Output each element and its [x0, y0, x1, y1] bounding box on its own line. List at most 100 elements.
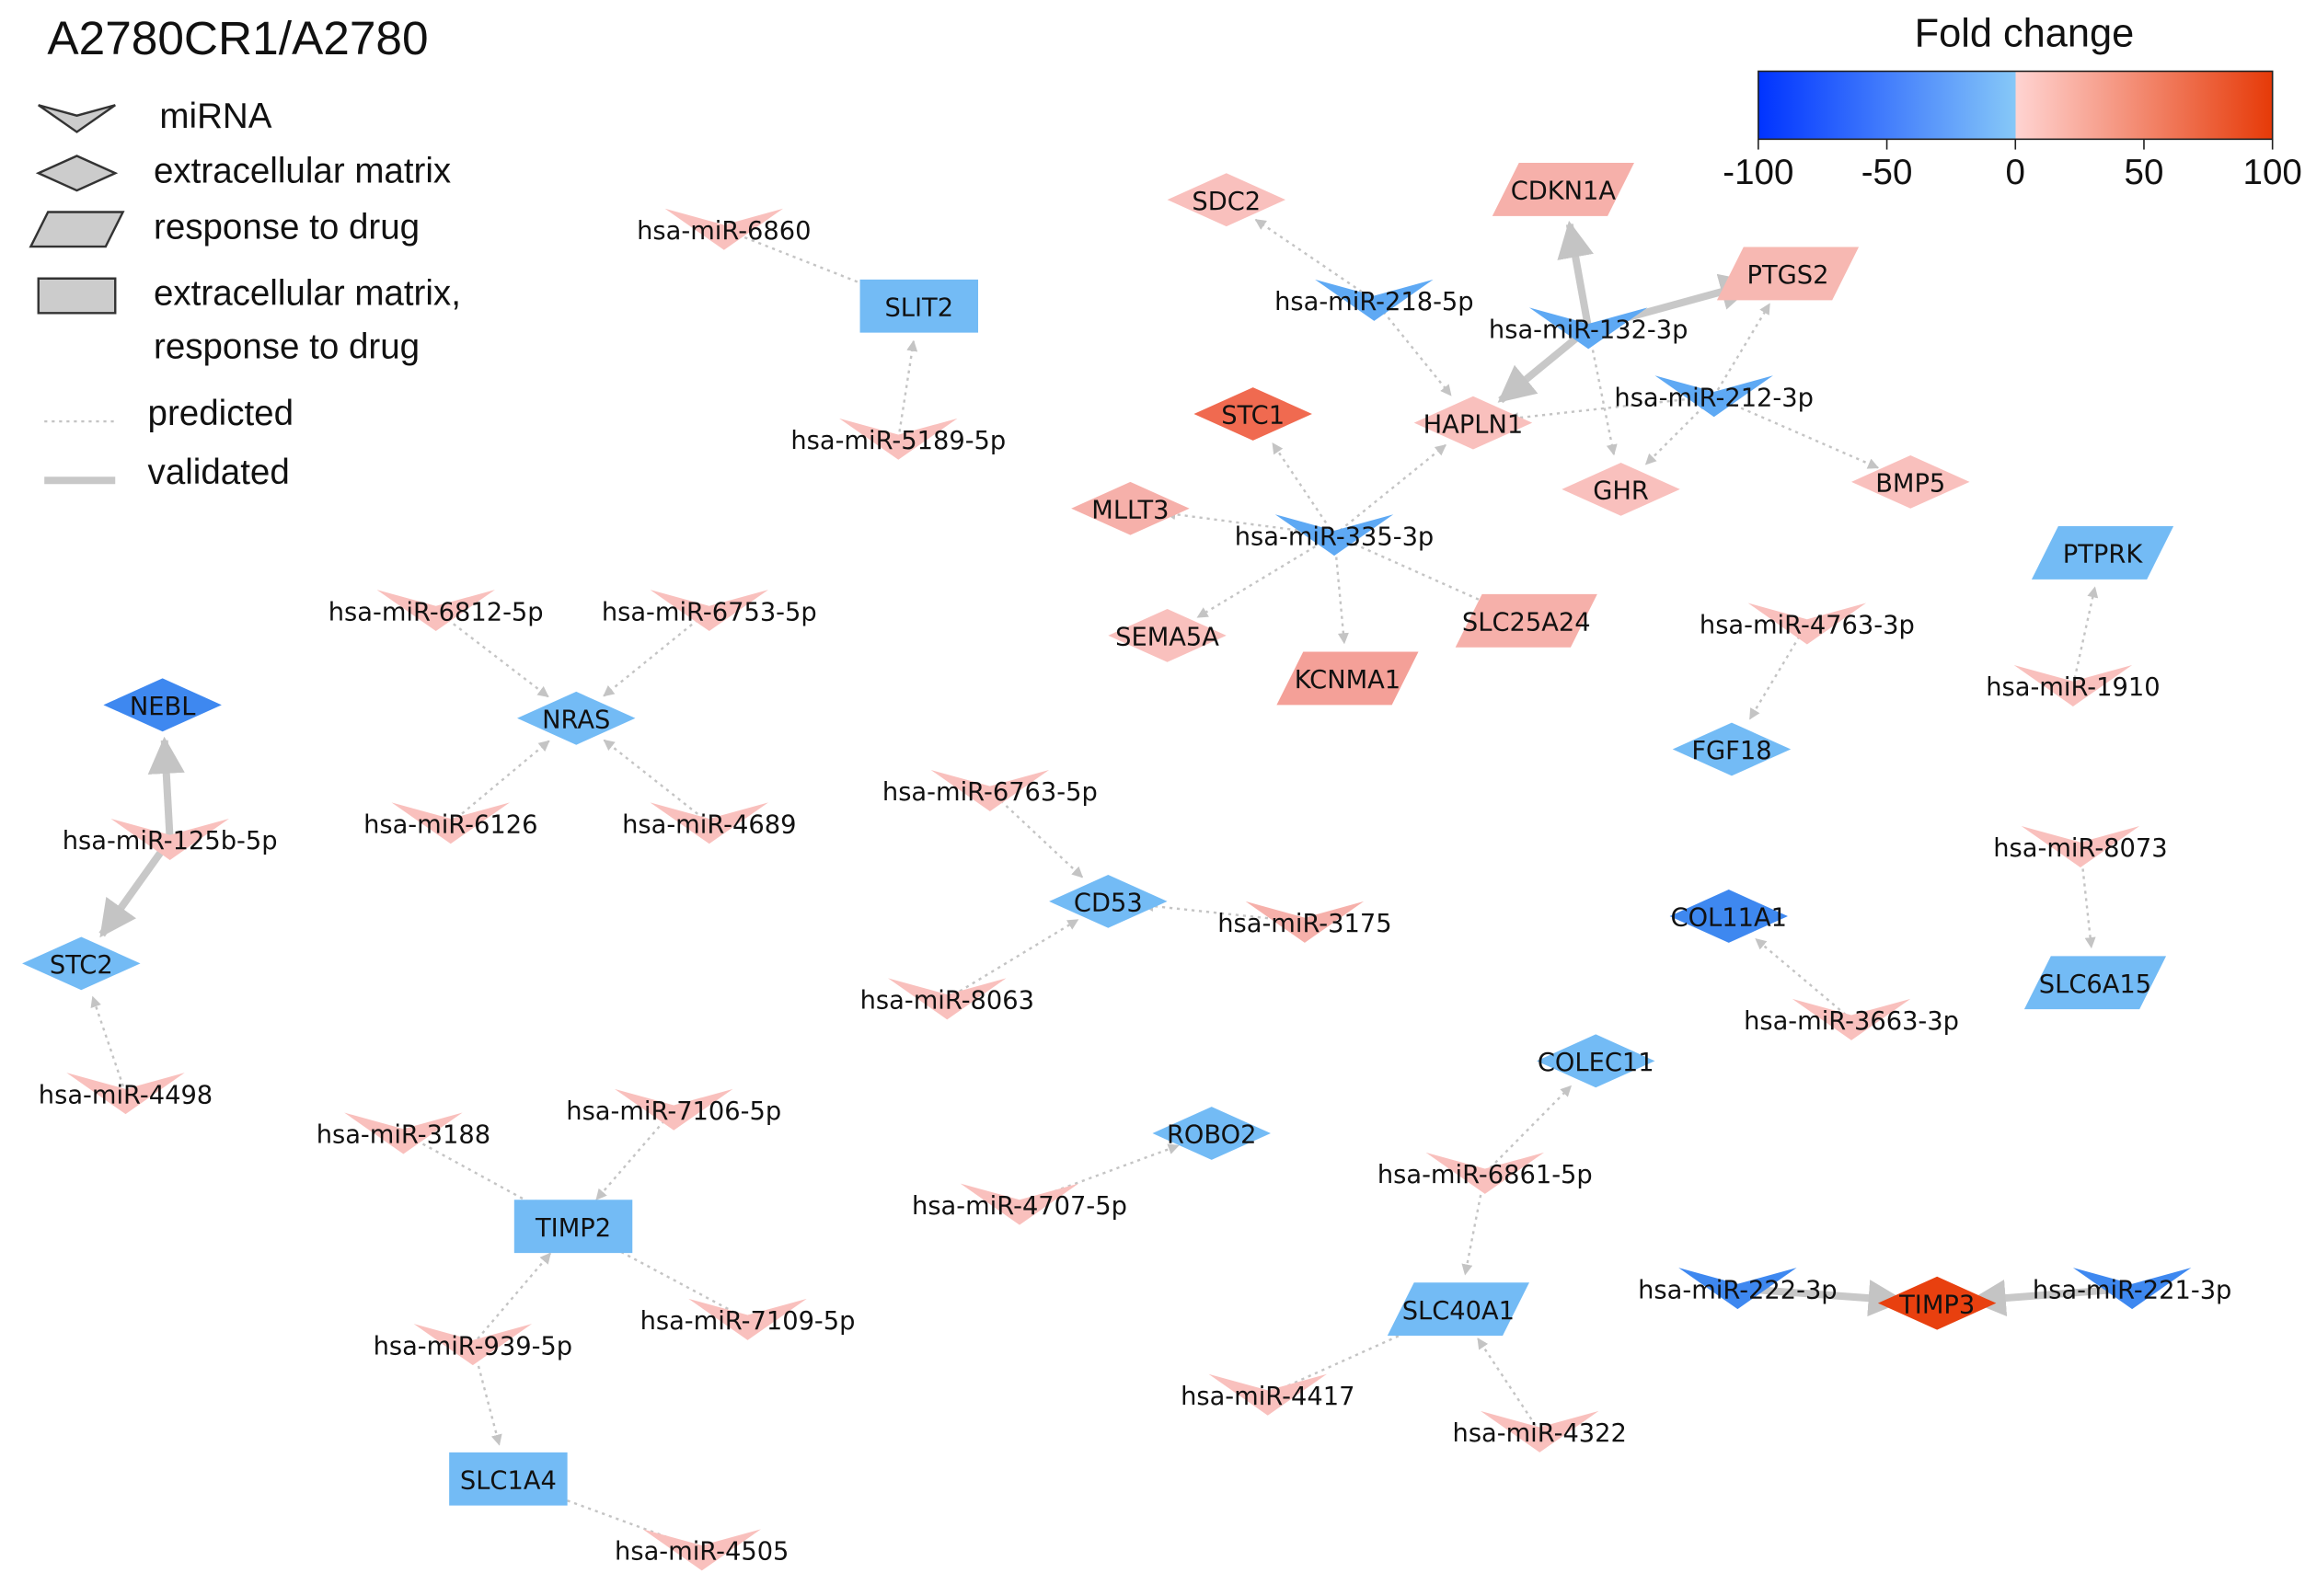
edges	[90, 218, 2133, 1551]
node-label: NEBL	[130, 693, 196, 721]
legend-label: validated	[148, 453, 290, 492]
edge	[1332, 534, 1349, 645]
node-label: hsa-miR-4707-5p	[912, 1192, 1127, 1221]
edge	[2071, 586, 2099, 686]
node-label: SDC2	[1192, 188, 1261, 216]
node-label: TIMP2	[535, 1214, 611, 1243]
edge	[603, 1242, 749, 1321]
node-label: GHR	[1593, 477, 1649, 506]
node-label: COL11A1	[1671, 904, 1787, 933]
node-mirna	[930, 769, 1050, 811]
node-mirna	[1654, 375, 1773, 418]
node-mirna	[1678, 1268, 1797, 1310]
edge	[434, 609, 549, 698]
node-label: NRAS	[542, 706, 610, 735]
edge	[989, 789, 1084, 878]
node-mirna	[960, 1183, 1079, 1225]
node-label: hsa-miR-4498	[39, 1081, 213, 1109]
legend-label: extracellular matrix,	[154, 274, 461, 314]
node-mirna	[1792, 998, 1911, 1040]
node-label: hsa-miR-7106-5p	[566, 1097, 781, 1126]
legend-label: response to drug	[154, 207, 420, 247]
node-label: hsa-miR-6126	[363, 811, 537, 840]
node-label: hsa-miR-4505	[615, 1538, 789, 1567]
node-label: hsa-miR-5189-5p	[790, 427, 1006, 455]
legend-label: predicted	[148, 394, 294, 433]
node-mirna	[1208, 1373, 1327, 1416]
node-mirna	[391, 802, 510, 844]
edge	[1164, 509, 1335, 536]
colorbar-tick-label: -50	[1861, 153, 1913, 192]
node-para	[1716, 247, 1860, 301]
legend-shape	[29, 211, 125, 248]
node-label: hsa-miR-6860	[637, 217, 811, 246]
node-mirna	[1274, 514, 1394, 557]
node-label: HAPLN1	[1423, 410, 1524, 439]
colorbar-tick-label: 0	[2006, 153, 2025, 192]
node-label: hsa-miR-6753-5p	[602, 598, 817, 626]
node-label: hsa-miR-218-5p	[1274, 288, 1474, 316]
node-mirna	[1747, 603, 1867, 645]
edge	[1483, 1085, 1573, 1175]
legend-shape	[35, 155, 119, 192]
nodes: hsa-miR-6860 SLIT2 hsa-miR-5189-5p SDC2 CDKN…	[22, 163, 2231, 1571]
node-label: PTGS2	[1747, 261, 1829, 290]
node-label: hsa-miR-6763-5p	[882, 778, 1098, 807]
node-label: hsa-miR-4689	[622, 811, 796, 840]
node-label: hsa-miR-1910	[1986, 673, 2160, 702]
node-diamond	[1167, 173, 1286, 227]
node-mirna	[839, 418, 958, 460]
node-diamond	[1877, 1276, 1997, 1330]
node-label: MLLT3	[1091, 496, 1169, 524]
node-mirna	[650, 590, 768, 632]
legend-label: response to drug	[154, 327, 420, 367]
node-diamond	[1108, 608, 1227, 662]
node-para	[1387, 1282, 1529, 1336]
node-label: KCNMA1	[1295, 666, 1400, 695]
node-label: CD53	[1074, 890, 1143, 918]
edge	[1497, 325, 1591, 404]
node-label: TIMP3	[1898, 1291, 1975, 1319]
node-rect	[859, 279, 979, 333]
edge	[90, 995, 127, 1095]
edge	[1587, 327, 1618, 456]
node-mirna	[888, 978, 1007, 1020]
edge	[603, 609, 710, 697]
node-label: hsa-miR-3188	[317, 1121, 490, 1150]
edge	[471, 1252, 551, 1346]
colorbar-tick-label: 100	[2243, 153, 2302, 192]
node-label: BMP5	[1875, 470, 1945, 499]
node-mirna	[1425, 1152, 1545, 1194]
title: A2780CR1/A2780	[47, 11, 428, 64]
node-label: SLC1A4	[460, 1466, 557, 1495]
edge	[595, 1108, 675, 1200]
legend-shape	[38, 104, 116, 133]
node-label: STC2	[50, 951, 113, 980]
legend-label: miRNA	[159, 97, 271, 136]
node-label: FGF18	[1691, 737, 1771, 765]
node-para	[1492, 163, 1634, 216]
node-label: hsa-miR-222-3p	[1638, 1276, 1838, 1304]
node-diamond	[1669, 890, 1788, 943]
edge	[897, 339, 918, 440]
colorbar-gradient	[1758, 70, 2274, 141]
edge	[1712, 303, 1771, 397]
legend: A2780CR1/A2780 miRNA extracellular matrix…	[29, 11, 461, 492]
node-mirna	[1528, 307, 1648, 350]
node-mirna	[1245, 901, 1365, 943]
node-label: SLC40A1	[1402, 1297, 1515, 1326]
edge	[147, 736, 185, 840]
edge	[1373, 299, 1452, 396]
node-diamond	[1193, 387, 1312, 441]
edge	[540, 1489, 703, 1551]
node-label: CDKN1A	[1511, 178, 1617, 206]
node-mirna	[413, 1324, 533, 1366]
node-label: SEMA5A	[1115, 624, 1219, 652]
edge	[98, 837, 173, 938]
node-label: hsa-miR-6812-5p	[328, 598, 544, 626]
node-label: hsa-miR-132-3p	[1489, 316, 1688, 345]
node-mirna	[688, 1298, 807, 1340]
node-label: hsa-miR-7109-5p	[640, 1307, 856, 1336]
node-label: SLC25A24	[1462, 609, 1591, 637]
